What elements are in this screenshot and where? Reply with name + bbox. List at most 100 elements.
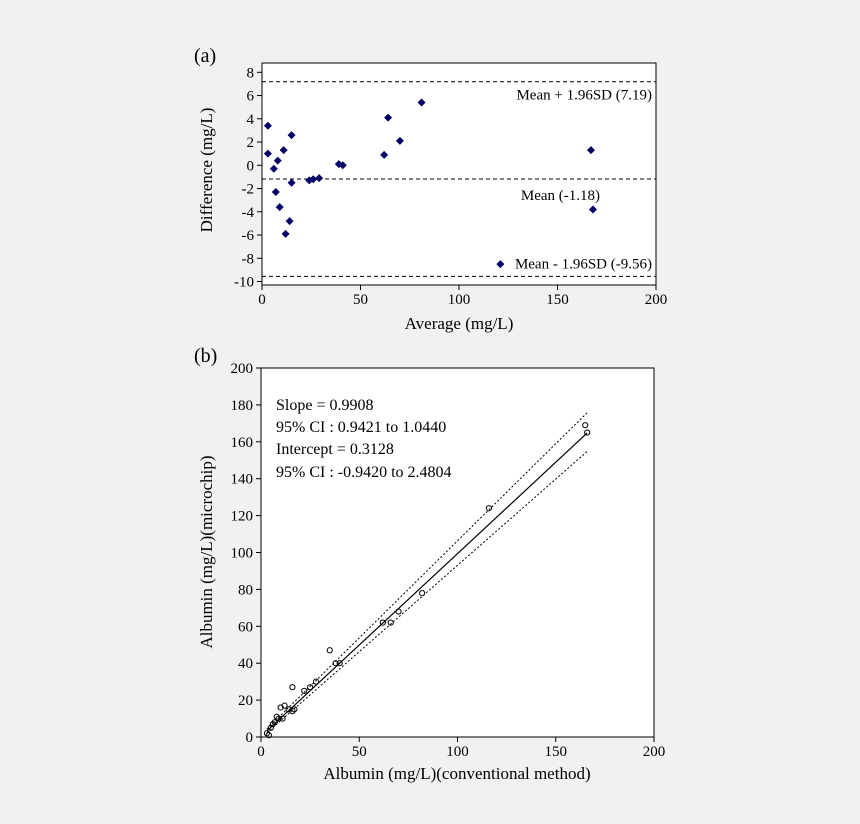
y-tick-label-b: 0 bbox=[246, 730, 254, 746]
data-point bbox=[380, 150, 389, 159]
data-point bbox=[287, 178, 296, 187]
x-tick-label-b: 0 bbox=[257, 744, 265, 760]
y-tick-label-a: -8 bbox=[242, 251, 255, 267]
data-point bbox=[584, 429, 591, 436]
data-point bbox=[263, 121, 272, 130]
y-tick-label-b: 80 bbox=[238, 582, 253, 598]
data-point bbox=[275, 203, 284, 212]
y-tick-label-b: 40 bbox=[238, 656, 253, 672]
y-tick-label-b: 20 bbox=[238, 693, 253, 709]
data-point bbox=[379, 619, 386, 626]
reference-lines: Mean + 1.96SD (7.19) Mean (-1.18) Mean - 1… bbox=[262, 81, 656, 277]
data-point bbox=[279, 146, 288, 155]
data-point bbox=[265, 732, 272, 739]
y-tick-label-a: -6 bbox=[242, 228, 255, 244]
y-tick-label-b: 200 bbox=[231, 361, 254, 377]
data-point bbox=[485, 505, 493, 512]
data-point bbox=[271, 188, 280, 197]
data-point bbox=[289, 708, 296, 715]
data-point bbox=[281, 229, 290, 238]
stat-slope-ci: 95% CI : 0.9421 to 1.0440 bbox=[276, 419, 446, 436]
data-point bbox=[582, 422, 589, 429]
x-tick-label-a: 50 bbox=[353, 292, 368, 308]
data-point bbox=[586, 146, 595, 155]
data-point bbox=[395, 136, 404, 145]
x-tick-label-a: 150 bbox=[546, 292, 569, 308]
x-tick-label-b: 50 bbox=[352, 744, 367, 760]
data-point bbox=[269, 720, 276, 728]
y-tick-label-b: 100 bbox=[231, 546, 254, 562]
data-point bbox=[419, 589, 426, 597]
y-tick-label-b: 180 bbox=[231, 398, 254, 414]
x-tick-label-a: 0 bbox=[258, 292, 266, 308]
y-tick-label-a: -2 bbox=[242, 182, 255, 198]
x-axis-label-b: Albumin (mg/L)(conventional method) bbox=[323, 764, 590, 783]
y-tick-label-a: 2 bbox=[247, 135, 255, 151]
data-point bbox=[275, 715, 282, 722]
data-point bbox=[273, 713, 280, 720]
data-point bbox=[273, 156, 282, 165]
data-point bbox=[263, 149, 272, 158]
data-point bbox=[384, 113, 393, 122]
data-point bbox=[387, 619, 394, 626]
data-point bbox=[588, 205, 597, 214]
regression-line bbox=[266, 432, 588, 732]
data-point bbox=[271, 719, 278, 726]
data-point bbox=[307, 684, 314, 691]
x-tick-label-b: 150 bbox=[545, 744, 568, 760]
data-point bbox=[326, 647, 333, 654]
stat-intercept-ci: 95% CI : -0.9420 to 2.4804 bbox=[276, 464, 452, 481]
statistics-box: Slope = 0.9908 95% CI : 0.9421 to 1.0440… bbox=[276, 397, 452, 481]
data-point bbox=[309, 175, 318, 184]
lower-ci-line bbox=[266, 451, 588, 734]
reference-line-label: Mean + 1.96SD (7.19) bbox=[516, 88, 652, 104]
y-tick-label-a: 4 bbox=[247, 112, 255, 128]
data-point bbox=[287, 131, 296, 140]
data-point bbox=[315, 174, 324, 183]
reference-line-label: Mean (-1.18) bbox=[521, 188, 600, 204]
x-tick-label-a: 200 bbox=[645, 292, 668, 308]
data-point bbox=[417, 98, 426, 107]
data-point bbox=[291, 706, 298, 713]
panel-a-label: (a) bbox=[194, 45, 216, 67]
y-tick-label-b: 60 bbox=[238, 619, 253, 635]
y-tick-label-a: 8 bbox=[247, 65, 255, 81]
data-point bbox=[285, 217, 294, 226]
y-tick-label-a: 0 bbox=[247, 158, 255, 174]
data-point bbox=[263, 730, 270, 737]
x-tick-label-b: 200 bbox=[643, 744, 666, 760]
x-axis-label-a: Average (mg/L) bbox=[405, 314, 514, 333]
y-axis-label-b: Albumin (mg/L)(microchip) bbox=[197, 455, 216, 648]
y-tick-label-a: 6 bbox=[247, 89, 255, 105]
stat-intercept: Intercept = 0.3128 bbox=[276, 441, 394, 458]
data-point bbox=[332, 660, 339, 667]
data-point bbox=[312, 678, 320, 685]
data-point bbox=[336, 660, 343, 667]
data-point bbox=[289, 684, 296, 691]
data-point bbox=[301, 687, 308, 694]
y-tick-label-b: 160 bbox=[231, 435, 254, 451]
data-point bbox=[395, 608, 402, 615]
plot-area-a bbox=[261, 62, 657, 286]
data-point bbox=[496, 260, 505, 269]
reference-line-label: Mean - 1.96SD (-9.56) bbox=[515, 256, 652, 272]
y-tick-label-b: 140 bbox=[231, 472, 254, 488]
data-points-b bbox=[263, 422, 591, 739]
y-tick-label-a: -4 bbox=[242, 205, 255, 221]
x-tick-label-a: 100 bbox=[448, 292, 471, 308]
data-point bbox=[269, 164, 278, 173]
y-axis-label-a: Difference (mg/L) bbox=[197, 108, 216, 233]
y-tick-label-b: 120 bbox=[231, 509, 254, 525]
stat-slope: Slope = 0.9908 bbox=[276, 397, 373, 414]
data-point bbox=[338, 161, 347, 170]
data-points-a bbox=[263, 98, 597, 269]
upper-ci-line bbox=[266, 412, 588, 730]
data-point bbox=[281, 702, 288, 709]
regression-lines bbox=[266, 412, 588, 734]
panel-b-label: (b) bbox=[194, 345, 217, 367]
y-tick-label-a: -10 bbox=[234, 275, 254, 291]
